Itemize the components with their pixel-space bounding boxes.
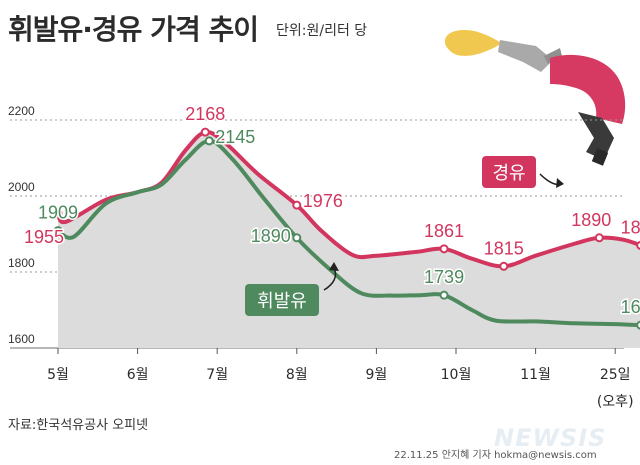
- diesel-value-label: 1976: [303, 191, 343, 211]
- diesel-value-label: 2168: [185, 104, 225, 124]
- diesel-tag: [482, 156, 536, 188]
- gasoline-marker: [204, 136, 214, 146]
- x-tick-sublabel: (오후): [597, 394, 634, 410]
- gasoline-marker: [292, 233, 302, 243]
- diesel-marker: [292, 200, 302, 210]
- page-title: 휘발유·경유 가격 추이: [8, 13, 259, 46]
- diesel-value-label: 1890: [571, 210, 611, 230]
- gasoline-tag-arrowhead: [329, 262, 339, 271]
- diesel-value-label: 1861: [424, 221, 464, 241]
- x-tick-label: 7월: [206, 367, 228, 383]
- gasoline-value-label: 1909: [38, 203, 78, 223]
- diesel-marker: [499, 261, 509, 271]
- gasoline-value-label: 1739: [424, 267, 464, 287]
- diesel-value-label: 1815: [484, 238, 524, 258]
- credit-line: 22.11.25 안지혜 기자 hokma@newsis.com: [394, 450, 597, 461]
- y-tick-label: 1800: [8, 256, 35, 270]
- gasoline-tag-label: 휘발유: [257, 291, 307, 312]
- unit-label: 단위:원/리터 당: [276, 23, 368, 39]
- gasoline-line: [56, 138, 640, 328]
- gasoline-marker: [636, 320, 640, 330]
- gasoline-marker: [53, 226, 63, 236]
- diesel-marker: [53, 208, 63, 218]
- diesel-tag-arrowhead: [556, 178, 564, 188]
- x-tick-label: 25일: [600, 367, 631, 383]
- x-tick-label: 11월: [520, 367, 551, 383]
- diesel-marker: [636, 240, 640, 250]
- y-tick-label: 2000: [8, 180, 35, 194]
- gasoline-value-label: 1890: [251, 226, 291, 246]
- diesel-marker: [439, 244, 449, 254]
- source-note: 자료:한국석유공사 오피넷: [8, 418, 149, 433]
- diesel-marker: [594, 233, 604, 243]
- x-tick-label: 6월: [127, 367, 149, 383]
- y-tick-label: 2200: [8, 104, 35, 118]
- x-tick-label: 10월: [441, 367, 472, 383]
- diesel-marker: [200, 127, 210, 137]
- newsis-watermark: NEWSIS: [494, 424, 607, 452]
- gasoline-value-label: 2145: [215, 127, 255, 147]
- price-area: [58, 132, 640, 348]
- diesel-value-label: 1870: [621, 217, 640, 237]
- gasoline-marker: [439, 290, 449, 300]
- diesel-value-label: 1955: [24, 227, 64, 247]
- x-tick-label: 9월: [366, 367, 388, 383]
- fuel-pump-nozzle-icon: [498, 40, 626, 166]
- y-tick-label: 1600: [8, 332, 35, 346]
- oil-drop-icon: [444, 29, 502, 56]
- gasoline-tag: [245, 284, 319, 316]
- gasoline-value-label: 1660: [621, 297, 640, 317]
- x-tick-label: 5월: [47, 367, 69, 383]
- diesel-tag-label: 경유: [492, 163, 525, 184]
- x-tick-label: 8월: [286, 367, 308, 383]
